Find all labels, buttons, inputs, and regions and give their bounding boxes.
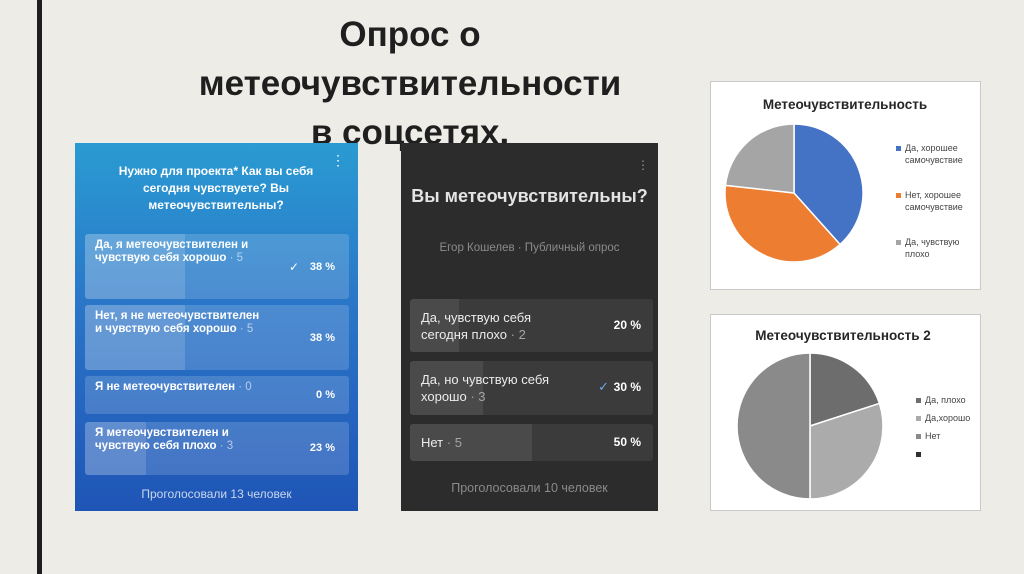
pie-slice bbox=[809, 402, 884, 500]
poll-option-label: Я не метеочувствителен · 0 bbox=[95, 381, 265, 394]
poll-option-text: Да, но чувствую себя хорошо bbox=[421, 372, 550, 404]
poll-option-percent: 50 % bbox=[613, 435, 641, 449]
poll-option[interactable]: Да, я метеочувствителен и чувствую себя … bbox=[85, 234, 349, 299]
slide-title: Опрос о метеочувствительности в соцсетях… bbox=[150, 10, 670, 157]
poll-card-blue: ⋮ Нужно для проекта* Как вы себя сегодня… bbox=[75, 143, 358, 511]
poll-option-votes: · 5 bbox=[229, 252, 243, 264]
poll-option[interactable]: Да, чувствую себя сегодня плохо · 2 20 % bbox=[410, 299, 653, 352]
poll-option-fill bbox=[85, 305, 186, 370]
poll-author: Егор Кошелев · Публичный опрос bbox=[439, 242, 620, 254]
pie-chart-1-svg: Метеочувствительность Да, хорошее самочувс… bbox=[724, 97, 963, 263]
more-options-icon[interactable]: ⋮ bbox=[331, 152, 345, 168]
poll-question: Нужно для проекта* Как вы себя сегодня ч… bbox=[118, 164, 314, 212]
poll-option[interactable]: Нет · 5 50 % bbox=[410, 424, 653, 461]
poll-option-votes: · 3 bbox=[470, 389, 486, 404]
pie-slice bbox=[809, 352, 881, 428]
pie-slice bbox=[724, 184, 842, 263]
check-icon: ✓ bbox=[288, 260, 299, 274]
poll-option-text: Да, чувствую себя сегодня плохо bbox=[421, 310, 532, 342]
poll-option[interactable]: Да, но чувствую себя хорошо · 3 ✓ 30 % bbox=[410, 361, 653, 415]
pie-chart-2-svg: Метеочувствительность 2 Да, плохо Да,хорош… bbox=[736, 328, 970, 500]
legend-label: самочувствие bbox=[905, 202, 963, 212]
legend-swatch bbox=[896, 146, 901, 151]
poll-option-votes: · 2 bbox=[510, 327, 526, 342]
poll-option-percent: 38 % bbox=[309, 332, 335, 344]
poll-option-text: Нет bbox=[421, 435, 444, 450]
legend-label: Да, чувствую bbox=[905, 237, 960, 247]
legend-label: Да, хорошее bbox=[905, 143, 958, 153]
legend-label: Да,хорошо bbox=[925, 413, 970, 423]
poll-option-fill bbox=[410, 424, 532, 461]
legend-swatch bbox=[916, 452, 921, 457]
poll-option-text: Нет, я не метеочувствителен и чувствую с… bbox=[95, 310, 260, 335]
poll-option-text: Да, я метеочувствителен и чувствую себя … bbox=[95, 239, 249, 264]
poll-option-percent: 38 % bbox=[309, 261, 335, 273]
poll-option[interactable]: Я метеочувствителен и чувствую себя плох… bbox=[85, 422, 349, 475]
poll-option-percent: 20 % bbox=[613, 318, 641, 332]
legend-label: Нет bbox=[925, 431, 940, 441]
legend-label: Да, плохо bbox=[925, 395, 966, 405]
poll-option-votes: · 3 bbox=[219, 440, 234, 452]
legend-label: плохо bbox=[905, 249, 930, 259]
poll-option-votes: · 0 bbox=[238, 381, 252, 393]
chart-title: Метеочувствительность bbox=[763, 97, 927, 112]
pie-chart-2: Метеочувствительность 2 Да, плохо Да,хорош… bbox=[710, 314, 981, 511]
slide-title-line-1: Опрос о метеочувствительности bbox=[198, 15, 622, 103]
poll-total-votes: Проголосовали 10 человек bbox=[451, 481, 608, 495]
pie-slice bbox=[724, 123, 795, 194]
poll-option-fill bbox=[85, 234, 186, 299]
poll-option-fill bbox=[85, 422, 146, 475]
pie-slice bbox=[736, 352, 811, 500]
legend-swatch bbox=[916, 398, 921, 403]
poll-card-dark: ⋮ Вы метеочувствительны? Егор Кошелев · … bbox=[401, 143, 658, 511]
poll-option-votes: · 5 bbox=[239, 323, 254, 335]
chart-title: Метеочувствительность 2 bbox=[755, 328, 931, 343]
pie-chart-1: Метеочувствительность Да, хорошее самочувс… bbox=[710, 81, 981, 290]
poll-question: Вы метеочувствительны? bbox=[411, 186, 648, 206]
poll-option-percent: 30 % bbox=[613, 380, 641, 394]
pie-slice bbox=[793, 123, 864, 246]
legend-swatch bbox=[896, 240, 901, 245]
poll-option-fill bbox=[410, 361, 483, 415]
poll-option[interactable]: Нет, я не метеочувствителен и чувствую с… bbox=[85, 305, 349, 370]
poll-total-votes: Проголосовали 13 человек bbox=[141, 487, 292, 501]
poll-option-label: Да, я метеочувствителен и чувствую себя … bbox=[95, 239, 265, 265]
poll-option-label: Нет, я не метеочувствителен и чувствую с… bbox=[95, 310, 265, 336]
poll-option-label: Да, но чувствую себя хорошо · 3 bbox=[421, 371, 586, 405]
legend-label: самочувствие bbox=[905, 155, 963, 165]
slide-accent-bar bbox=[37, 0, 42, 574]
poll-option-fill bbox=[410, 299, 459, 352]
poll-option-label: Я метеочувствителен и чувствую себя плох… bbox=[95, 427, 265, 453]
poll-option-votes: · 5 bbox=[446, 435, 462, 450]
poll-option-label: Нет · 5 bbox=[421, 434, 581, 451]
poll-option-text: Я не метеочувствителен bbox=[95, 381, 236, 393]
legend-label: Нет, хорошее bbox=[905, 190, 961, 200]
poll-option-percent: 23 % bbox=[309, 442, 335, 454]
legend-swatch bbox=[916, 416, 921, 421]
check-icon: ✓ bbox=[598, 379, 609, 394]
poll-option[interactable]: Я не метеочувствителен · 0 0 % bbox=[85, 376, 349, 414]
legend-swatch bbox=[916, 434, 921, 439]
more-options-icon[interactable]: ⋮ bbox=[637, 158, 649, 172]
poll-option-text: Я метеочувствителен и чувствую себя плох… bbox=[95, 427, 229, 452]
legend-swatch bbox=[896, 193, 901, 198]
poll-option-percent: 0 % bbox=[316, 389, 335, 401]
poll-option-label: Да, чувствую себя сегодня плохо · 2 bbox=[421, 309, 581, 343]
